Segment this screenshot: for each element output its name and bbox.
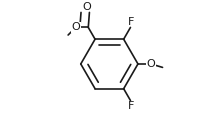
Text: F: F <box>127 101 134 111</box>
Text: O: O <box>146 59 155 69</box>
Text: O: O <box>71 22 80 32</box>
Text: O: O <box>82 2 90 12</box>
Text: F: F <box>127 17 134 27</box>
